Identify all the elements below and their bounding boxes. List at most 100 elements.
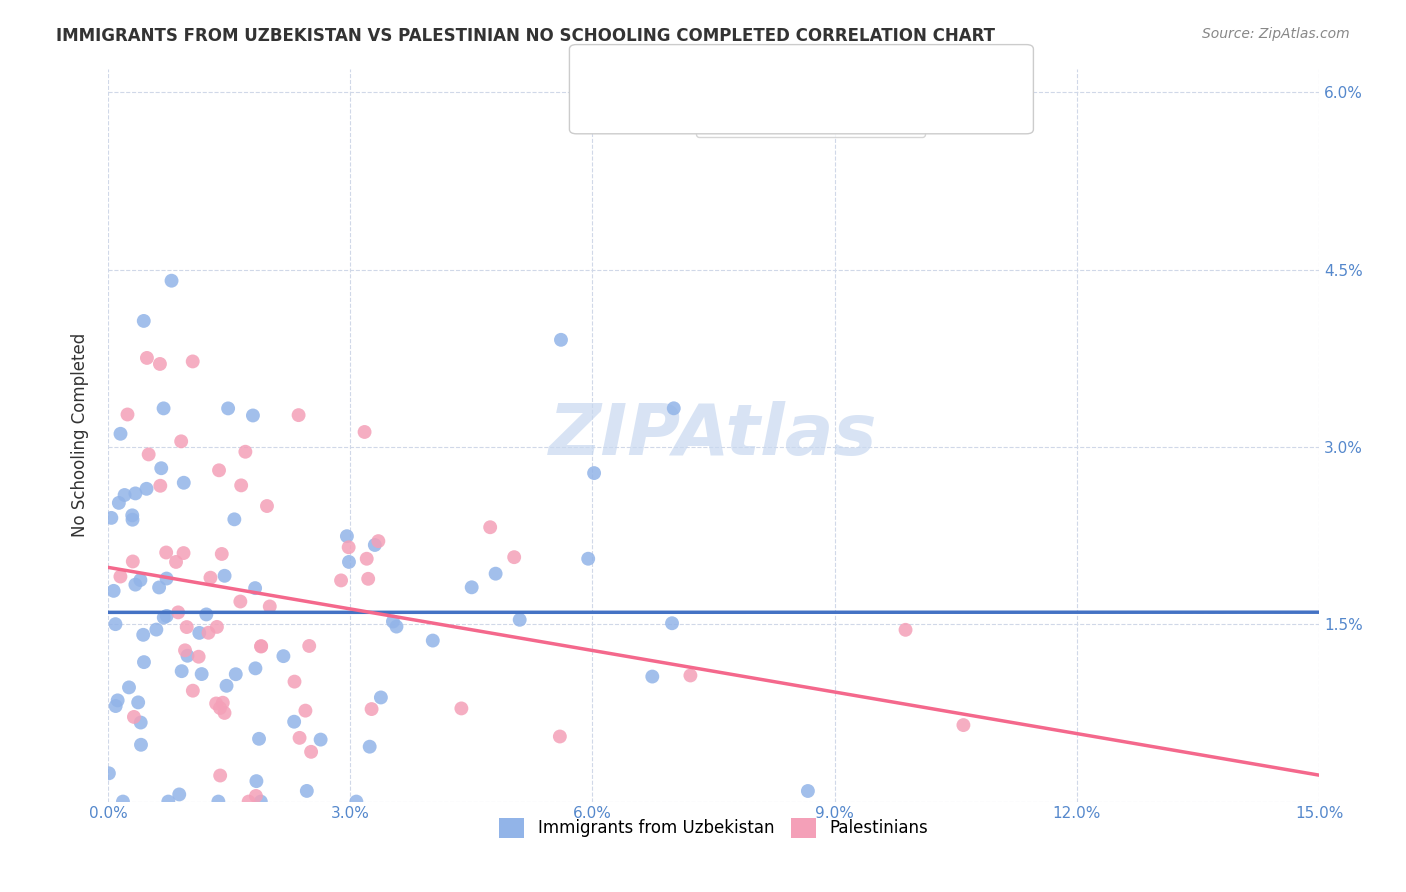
Point [138,447,160,461]
Point [132,314,155,328]
Point [104,617,127,632]
Point [641,669,664,683]
Point [242,409,264,423]
Point [894,623,917,637]
Point [197,625,219,640]
Point [152,401,174,416]
Point [662,401,685,416]
Point [243,581,266,595]
Point [231,478,253,492]
Point [174,643,197,657]
Point [208,701,231,715]
Point [167,606,190,620]
Point [250,640,273,654]
Point [287,408,309,422]
Point [208,463,231,477]
Point [167,788,190,802]
Point [107,693,129,707]
Point [238,795,260,809]
Point [181,354,204,368]
Point [127,695,149,709]
Point [108,496,131,510]
Point [200,571,222,585]
Point [583,466,606,480]
Point [356,551,378,566]
Point [114,488,136,502]
Point [121,508,143,523]
Point [295,784,318,798]
Point [288,731,311,745]
Point [211,547,233,561]
Point [176,648,198,663]
Point [336,529,359,543]
Point [132,655,155,669]
Point [229,594,252,608]
Point [370,690,392,705]
Point [661,616,683,631]
Point [129,715,152,730]
Point [450,701,472,715]
Point [117,408,139,422]
Text: Source: ZipAtlas.com: Source: ZipAtlas.com [1202,27,1350,41]
Point [485,566,508,581]
Point [381,615,404,629]
Point [337,541,360,555]
Point [136,351,159,365]
Point [156,609,179,624]
Point [181,683,204,698]
Point [344,795,367,809]
Point [247,731,270,746]
Point [145,623,167,637]
Point [155,545,177,559]
Point [205,697,228,711]
Point [124,486,146,500]
Point [110,426,132,441]
Point [245,661,267,675]
Point [149,479,172,493]
Point [122,710,145,724]
Point [479,520,502,534]
Point [187,649,209,664]
Point [121,513,143,527]
Point [160,274,183,288]
Y-axis label: No Schooling Completed: No Schooling Completed [72,333,89,537]
Point [195,607,218,622]
Point [550,333,572,347]
Point [157,795,180,809]
Point [250,795,273,809]
Point [190,667,212,681]
Point [150,461,173,475]
Point [170,434,193,449]
Point [259,599,281,614]
Point [509,613,531,627]
Point [273,649,295,664]
Point [337,555,360,569]
Point [121,554,143,568]
Point [503,550,526,565]
Point [353,425,375,439]
Point [245,789,267,803]
Point [110,569,132,583]
Point [330,574,353,588]
Point [299,745,322,759]
Point [309,732,332,747]
Point [797,784,820,798]
Point [952,718,974,732]
Point [367,534,389,549]
Point [170,664,193,678]
Point [360,702,382,716]
Point [250,639,273,653]
Point [149,357,172,371]
Point [235,444,257,458]
Point [283,674,305,689]
Point [679,668,702,682]
Point [135,482,157,496]
Point [214,706,236,720]
Point [111,795,134,809]
Point [152,610,174,624]
Point [211,696,233,710]
Point [118,681,141,695]
Point [173,475,195,490]
Point [129,738,152,752]
Point [357,572,380,586]
